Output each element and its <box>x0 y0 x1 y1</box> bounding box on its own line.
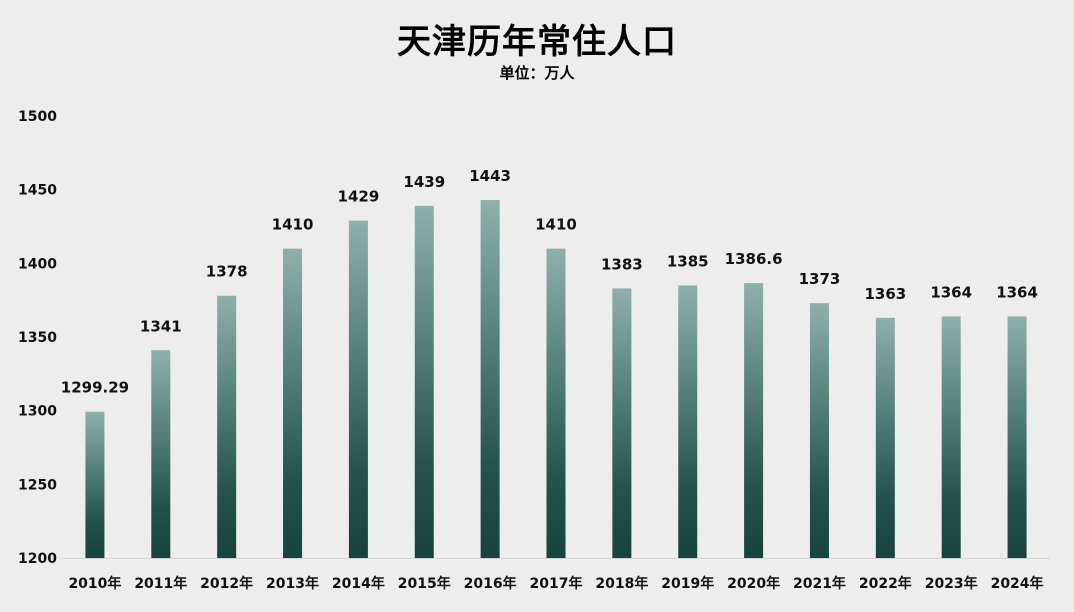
bar-2011年 <box>151 350 171 558</box>
x-tick-label: 2010年 <box>68 575 121 592</box>
x-tick-label: 2020年 <box>727 575 780 592</box>
data-label: 1410 <box>272 216 314 234</box>
bar-2017年 <box>546 248 566 558</box>
bar-2021年 <box>809 303 829 558</box>
bar-2015年 <box>414 205 434 558</box>
y-tick-label: 1200 <box>18 551 57 567</box>
bar-2024年 <box>1007 316 1027 558</box>
y-tick-label: 1400 <box>18 256 57 272</box>
chart-subtitle: 单位：万人 <box>499 64 575 82</box>
y-axis: 1200 1250 1300 1350 1400 1450 1500 <box>18 109 57 567</box>
x-tick-label: 2013年 <box>266 575 319 592</box>
y-tick-label: 1500 <box>18 109 57 125</box>
data-label: 1299.29 <box>61 379 129 397</box>
x-tick-label: 2014年 <box>332 575 385 592</box>
y-tick-label: 1300 <box>18 404 57 420</box>
x-tick-label: 2021年 <box>793 575 846 592</box>
bar-2016年 <box>480 199 500 559</box>
data-label: 1373 <box>799 270 841 288</box>
bar-2010年 <box>85 411 105 558</box>
bar-2020年 <box>744 283 764 558</box>
bar-2013年 <box>283 248 303 558</box>
data-label: 1439 <box>403 173 445 191</box>
x-tick-label: 2022年 <box>859 575 912 592</box>
data-label: 1443 <box>469 167 511 185</box>
data-label: 1410 <box>535 216 577 234</box>
y-tick-label: 1250 <box>18 477 57 493</box>
data-label: 1341 <box>140 317 182 335</box>
data-label: 1363 <box>864 285 906 303</box>
x-axis: 2010年 2011年 2012年 2013年 2014年 2015年 2016年 2017年… <box>68 575 1043 592</box>
chart-title: 天津历年常住人口 <box>397 22 677 62</box>
data-label: 1378 <box>206 263 248 281</box>
bar-2014年 <box>348 220 368 558</box>
y-tick-label: 1450 <box>18 183 57 199</box>
bars <box>85 199 1027 559</box>
data-label: 1364 <box>930 283 972 301</box>
bar-2018年 <box>612 288 632 558</box>
data-labels: 1299.29 1341 1378 1410 1429 1439 1443 1410 1383 1… <box>61 167 1038 397</box>
data-label: 1364 <box>996 283 1038 301</box>
bar-2012年 <box>217 295 237 558</box>
data-label: 1386.6 <box>725 250 783 268</box>
x-tick-label: 2018年 <box>595 575 648 592</box>
x-tick-label: 2019年 <box>661 575 714 592</box>
data-label: 1385 <box>667 252 709 270</box>
bar-2019年 <box>678 285 698 558</box>
x-tick-label: 2023年 <box>925 575 978 592</box>
data-label: 1383 <box>601 255 643 273</box>
x-tick-label: 2011年 <box>134 575 187 592</box>
y-tick-label: 1350 <box>18 330 57 346</box>
data-label: 1429 <box>338 188 380 206</box>
x-tick-label: 2012年 <box>200 575 253 592</box>
x-tick-label: 2015年 <box>398 575 451 592</box>
bar-2022年 <box>875 317 895 558</box>
bar-2023年 <box>941 316 961 558</box>
x-tick-label: 2017年 <box>530 575 583 592</box>
x-tick-label: 2016年 <box>464 575 517 592</box>
x-tick-label: 2024年 <box>991 575 1044 592</box>
